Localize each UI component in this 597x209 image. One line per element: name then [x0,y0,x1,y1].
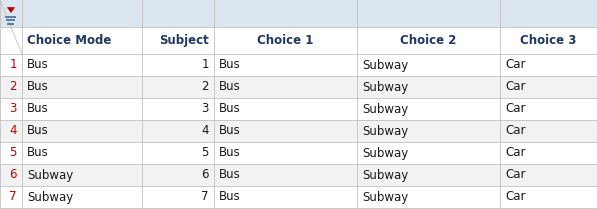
Text: Car: Car [505,147,525,159]
Bar [0,120,597,142]
Text: Subway: Subway [362,147,408,159]
Text: Bus: Bus [27,125,49,138]
Text: Bus: Bus [219,190,241,204]
Text: 7: 7 [10,190,17,204]
Text: 3: 3 [202,102,209,116]
Text: Bus: Bus [219,125,241,138]
Text: Bus: Bus [219,168,241,181]
Text: Choice 2: Choice 2 [401,34,457,47]
Text: 2: 2 [10,80,17,93]
Text: Choice 1: Choice 1 [257,34,313,47]
Text: 6: 6 [10,168,17,181]
Text: 7: 7 [202,190,209,204]
Text: Bus: Bus [219,102,241,116]
Text: Subway: Subway [362,80,408,93]
Text: Subway: Subway [27,190,73,204]
Text: 2: 2 [202,80,209,93]
Text: Car: Car [505,102,525,116]
Bar [0,98,597,120]
Text: Car: Car [505,80,525,93]
Text: Bus: Bus [219,80,241,93]
Text: Choice Mode: Choice Mode [27,34,112,47]
Text: 4: 4 [202,125,209,138]
Text: Car: Car [505,59,525,71]
Text: Bus: Bus [219,59,241,71]
Bar [0,54,597,76]
Text: Bus: Bus [27,102,49,116]
Text: Bus: Bus [219,147,241,159]
Text: 3: 3 [10,102,17,116]
Bar [0,142,597,164]
Bar [0,27,597,54]
Text: Car: Car [505,125,525,138]
Text: Choice 3: Choice 3 [521,34,577,47]
Text: Bus: Bus [27,59,49,71]
Text: Subject: Subject [159,34,209,47]
Bar [0,0,597,27]
Text: 5: 5 [202,147,209,159]
Text: 1: 1 [10,59,17,71]
Text: Subway: Subway [27,168,73,181]
Text: Subway: Subway [362,168,408,181]
Bar [0,164,597,186]
Bar [0,186,597,208]
Text: 6: 6 [202,168,209,181]
Polygon shape [8,8,14,13]
Text: Car: Car [505,168,525,181]
Text: Subway: Subway [362,59,408,71]
Bar [0,76,597,98]
Text: Subway: Subway [362,125,408,138]
Text: 1: 1 [202,59,209,71]
Text: 4: 4 [10,125,17,138]
Text: Car: Car [505,190,525,204]
Text: Bus: Bus [27,80,49,93]
Text: Bus: Bus [27,147,49,159]
Text: Subway: Subway [362,102,408,116]
Text: 5: 5 [10,147,17,159]
Text: Subway: Subway [362,190,408,204]
